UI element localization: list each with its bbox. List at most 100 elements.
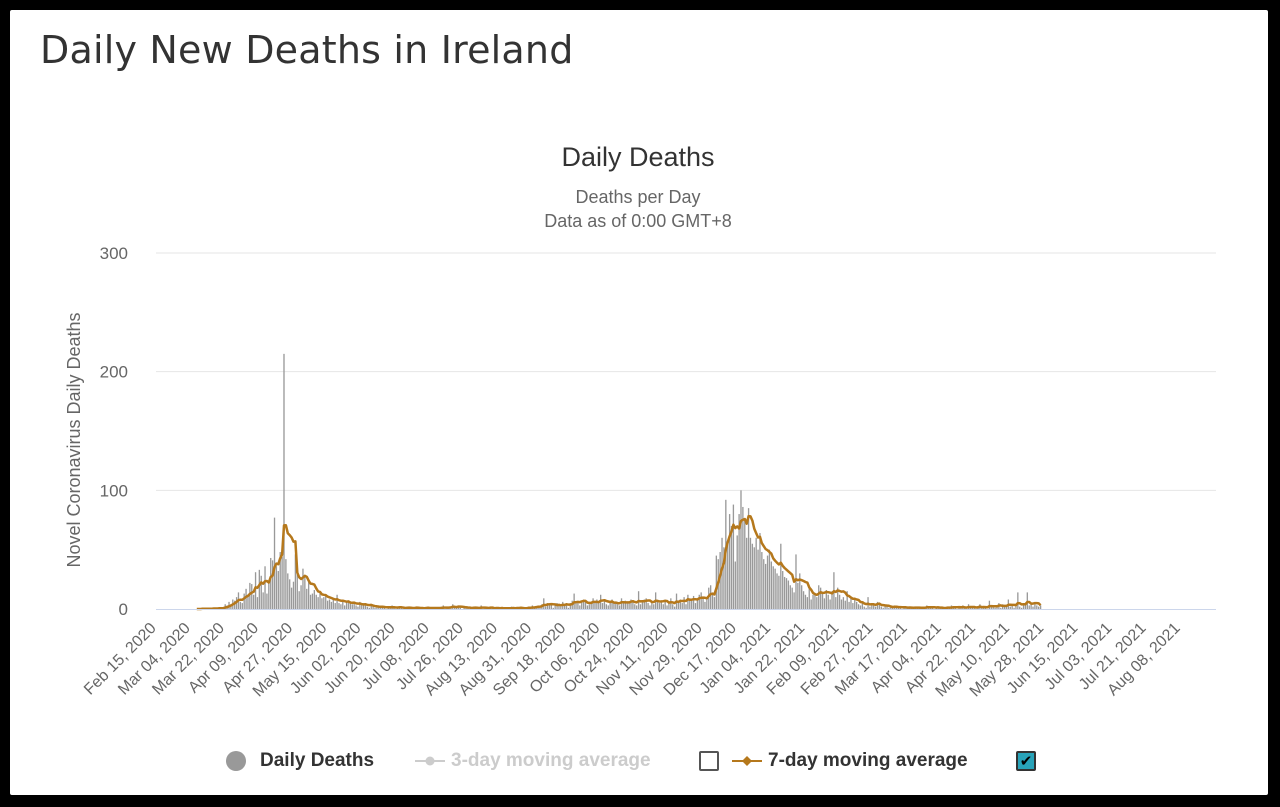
daily-deaths-bar [273,517,276,609]
daily-deaths-bar [799,573,801,609]
daily-deaths-bar [831,591,833,609]
daily-deaths-bar [696,599,699,609]
daily-deaths-bar [632,601,634,609]
daily-deaths-bar [1030,603,1032,609]
daily-deaths-bar [239,601,242,609]
daily-deaths-bar [592,598,594,609]
daily-deaths-bar [252,594,255,609]
daily-deaths-bar [277,571,279,609]
daily-deaths-bar [681,603,683,609]
daily-deaths-bar [598,603,600,609]
daily-deaths-bar [1011,604,1013,609]
daily-deaths-bar [586,605,589,609]
daily-deaths-bar [749,537,752,609]
daily-deaths-bar [545,606,547,609]
daily-deaths-bar [581,601,583,609]
ma3-checkbox[interactable] [699,751,719,771]
daily-deaths-bar [459,607,462,609]
daily-deaths-bar [816,597,818,609]
daily-deaths-bar [328,599,331,609]
daily-deaths-bar [677,601,680,609]
daily-deaths-bar [271,560,274,609]
daily-deaths-bar [1028,605,1030,609]
daily-deaths-bar [575,601,577,609]
daily-deaths-bar [266,593,268,609]
ma7-checkbox[interactable]: ✔ [1016,751,1036,771]
daily-deaths-bar [776,573,778,609]
daily-deaths-bar [804,594,807,609]
daily-deaths-bar [742,506,744,609]
daily-deaths-bar [251,584,253,609]
daily-deaths-bar [626,601,628,609]
daily-deaths-bar [791,587,793,609]
legend-item-ma7[interactable]: 7-day moving average [732,746,968,776]
daily-deaths-bar [326,600,329,609]
daily-deaths-bar [290,587,293,609]
daily-deaths-bar [355,605,357,609]
daily-deaths-bar [685,604,687,609]
daily-deaths-bar [302,568,304,609]
daily-deaths-bar [700,592,702,609]
daily-deaths-bar [840,599,843,609]
daily-deaths-bar [550,604,553,609]
y-tick-label: 200 [100,363,128,382]
daily-deaths-bar [304,575,306,609]
daily-deaths-bar [723,547,725,609]
daily-deaths-bar [1036,605,1038,609]
daily-deaths-bar [755,537,757,609]
legend-item-ma3[interactable]: 3-day moving average [415,746,651,776]
daily-deaths-bar [793,592,795,609]
daily-deaths-bar [300,585,302,609]
daily-deaths-bar [711,592,714,609]
daily-deaths-bar [783,576,786,609]
daily-deaths-bar [558,604,560,609]
daily-deaths-bar [611,599,613,609]
daily-deaths-bar [670,598,672,609]
ma7-legend-label: 7-day moving average [768,750,968,771]
daily-deaths-bar [801,585,803,609]
daily-deaths-bar [254,572,257,609]
daily-deaths-bar [842,597,845,609]
daily-deaths-bar [283,353,285,609]
daily-deaths-bar [256,597,259,609]
daily-deaths-bar [880,606,882,609]
daily-deaths-bar [666,605,668,609]
daily-deaths-bar [594,601,596,609]
daily-deaths-bar [969,607,972,609]
daily-deaths-bar [672,604,674,609]
daily-deaths-bar [806,597,809,609]
daily-deaths-bar [342,599,344,609]
daily-deaths-bar [376,606,378,609]
daily-deaths-bar [778,575,780,609]
daily-deaths-bar [651,601,653,609]
daily-deaths-bar [641,601,644,609]
daily-deaths-bar [1003,606,1006,609]
daily-deaths-bar [628,603,630,609]
daily-deaths-bar [336,594,338,609]
daily-deaths-bar [620,598,623,609]
daily-deaths-bar [317,597,319,609]
daily-deaths-bar [569,603,571,609]
legend-item-daily-deaths[interactable]: Daily Deaths [226,746,374,776]
daily-deaths-bar [751,543,754,609]
daily-deaths-bar [1015,605,1017,609]
daily-deaths-bar [810,599,812,609]
daily-deaths-bar [761,552,763,609]
daily-deaths-bar [744,520,746,609]
daily-deaths-bar [753,547,755,609]
daily-deaths-bar [886,606,888,609]
daily-deaths-bar [609,603,611,609]
daily-deaths-bar [704,601,706,609]
daily-deaths-bar [848,601,850,609]
y-axis-ticks: 0 100 200 300 [100,244,128,619]
daily-deaths-legend-label: Daily Deaths [260,750,375,771]
daily-deaths-bar [605,604,608,609]
daily-deaths-bar [730,525,733,609]
daily-deaths-bar [899,607,901,609]
ma3-checkbox-wrap [699,746,719,776]
daily-deaths-bar [719,552,721,609]
daily-deaths-bar [607,605,609,609]
daily-deaths-bar [275,566,278,609]
daily-deaths-bar [846,591,848,609]
